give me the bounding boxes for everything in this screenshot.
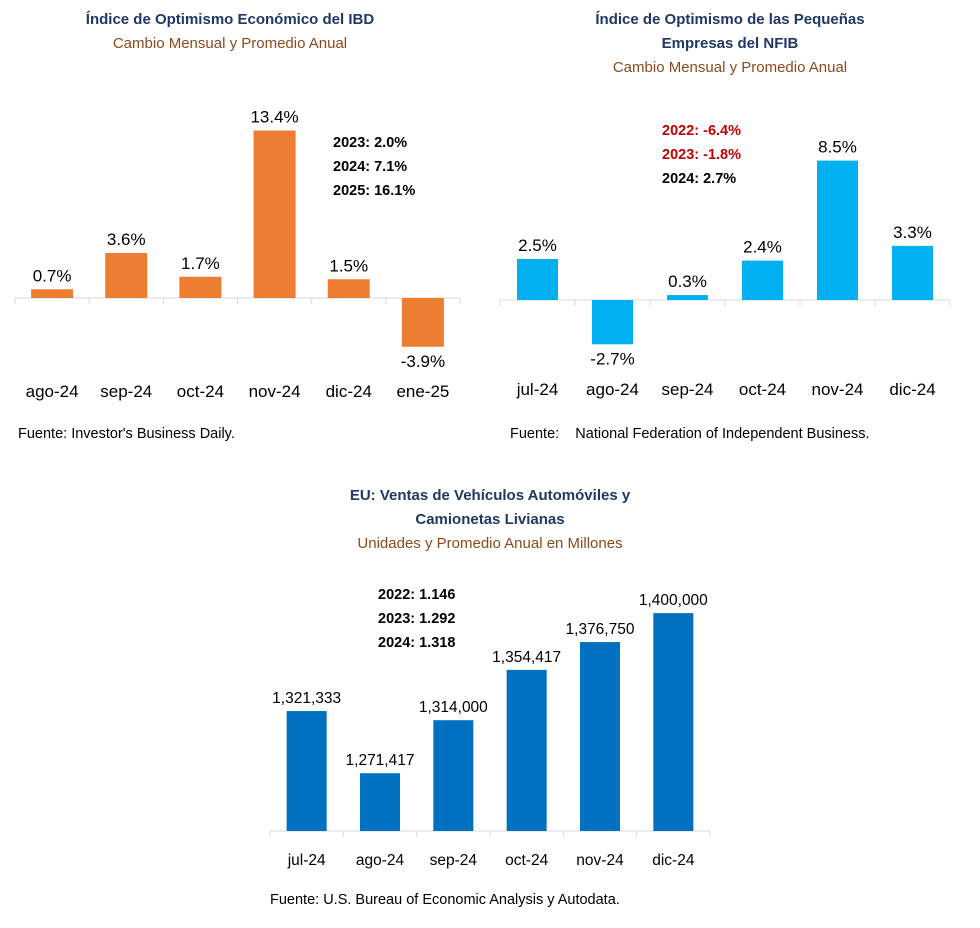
- nfib-category-label: nov-24: [812, 380, 864, 399]
- autos-bar-sep-24: [433, 720, 474, 831]
- chart-ibd-title: Índice de Optimismo Económico del IBD: [85, 11, 375, 28]
- ibd-category-label: dic-24: [326, 382, 372, 401]
- nfib-annual-average: 2024: 2.7%: [662, 171, 736, 187]
- nfib-bar-dic-24: [892, 245, 933, 300]
- nfib-annual-average: 2023: -1.8%: [662, 147, 741, 163]
- autos-bar-jul-24: [286, 711, 327, 831]
- autos-data-label: 1,354,417: [492, 649, 561, 666]
- ibd-data-label: 1.7%: [181, 254, 220, 273]
- ibd-bar-ene-25: [401, 298, 444, 347]
- nfib-category-label: oct-24: [739, 380, 786, 399]
- autos-category-label: dic-24: [652, 852, 695, 869]
- ibd-category-label: ene-25: [396, 382, 449, 401]
- nfib-category-label: dic-24: [889, 380, 935, 399]
- chart-autos-source: Fuente: U.S. Bureau of Economic Analysis…: [270, 892, 620, 908]
- nfib-bar-sep-24: [667, 295, 708, 300]
- nfib-category-label: jul-24: [516, 380, 559, 399]
- chart-ibd-subtitle: Cambio Mensual y Promedio Anual: [112, 35, 348, 52]
- ibd-annual-average: 2024: 7.1%: [333, 159, 407, 175]
- nfib-data-label: 3.3%: [893, 223, 932, 242]
- autos-category-label: jul-24: [287, 852, 326, 869]
- nfib-data-label: 8.5%: [818, 138, 857, 157]
- ibd-bar-nov-24: [253, 130, 296, 298]
- ibd-category-label: sep-24: [100, 382, 152, 401]
- autos-bar-ago-24: [360, 773, 400, 831]
- nfib-category-label: ago-24: [586, 380, 639, 399]
- autos-bar-oct-24: [506, 669, 547, 831]
- autos-category-label: oct-24: [505, 852, 548, 869]
- nfib-category-label: sep-24: [662, 380, 714, 399]
- nfib-bar-ago-24: [592, 300, 633, 345]
- ibd-bar-dic-24: [327, 279, 370, 298]
- autos-category-label: ago-24: [356, 852, 405, 869]
- autos-data-label: 1,321,333: [272, 690, 341, 707]
- ibd-data-label: 0.7%: [33, 266, 72, 285]
- chart-autos-title-line1: EU: Ventas de Vehículos Automóviles y: [349, 487, 631, 504]
- ibd-bar-sep-24: [105, 253, 148, 298]
- chart-nfib-plot: 2.5% jul-24 -2.7% ago-24 0.3% sep-24 2.4% oct-2…: [499, 123, 951, 399]
- autos-annual-average: 2024: 1.318: [378, 635, 455, 651]
- autos-category-label: sep-24: [430, 852, 478, 869]
- ibd-annual-average: 2023: 2.0%: [333, 135, 407, 151]
- autos-data-label: 1,271,417: [346, 752, 415, 769]
- ibd-annual-average: 2025: 16.1%: [333, 183, 415, 199]
- ibd-category-label: nov-24: [249, 382, 301, 401]
- autos-category-label: nov-24: [576, 852, 624, 869]
- ibd-category-label: ago-24: [26, 382, 79, 401]
- chart-nfib-subtitle: Cambio Mensual y Promedio Anual: [612, 59, 848, 76]
- autos-bar-nov-24: [580, 642, 620, 831]
- nfib-annual-average: 2022: -6.4%: [662, 123, 741, 139]
- chart-autos-title-line2: Camionetas Livianas: [415, 511, 565, 528]
- nfib-data-label: 2.4%: [743, 238, 782, 257]
- chart-autos-subtitle: Unidades y Promedio Anual en Millones: [357, 535, 623, 552]
- chart-nfib-source: Fuente: National Federation of Independe…: [510, 426, 870, 442]
- autos-data-label: 1,400,000: [639, 592, 708, 609]
- autos-data-label: 1,376,750: [566, 621, 635, 638]
- autos-annual-average: 2022: 1.146: [378, 587, 455, 603]
- chart-autos-plot: 1,321,333 jul-24 1,271,417 ago-24 1,314,000 s…: [269, 587, 711, 869]
- autos-data-label: 1,314,000: [419, 699, 488, 716]
- nfib-bar-nov-24: [817, 160, 858, 300]
- nfib-data-label: -2.7%: [590, 349, 634, 368]
- nfib-data-label: 2.5%: [518, 236, 557, 255]
- ibd-bar-oct-24: [179, 276, 222, 298]
- ibd-bar-ago-24: [31, 289, 74, 298]
- ibd-data-label: 13.4%: [250, 108, 298, 127]
- nfib-data-label: 0.3%: [668, 272, 707, 291]
- ibd-data-label: 3.6%: [107, 230, 146, 249]
- ibd-data-label: 1.5%: [329, 256, 368, 275]
- ibd-data-label: -3.9%: [401, 352, 445, 371]
- autos-annual-average: 2023: 1.292: [378, 611, 455, 627]
- autos-bar-dic-24: [653, 613, 694, 831]
- chart-nfib-title-line1: Índice de Optimismo de las Pequeñas: [595, 11, 865, 28]
- chart-ibd-plot: 0.7% ago-24 3.6% sep-24 1.7% oct-24 13.4% nov-2…: [14, 108, 461, 401]
- chart-ibd-source: Fuente: Investor's Business Daily.: [18, 426, 235, 442]
- nfib-bar-jul-24: [517, 259, 558, 300]
- chart-nfib-title-line2: Empresas del NFIB: [661, 35, 799, 52]
- ibd-category-label: oct-24: [177, 382, 224, 401]
- nfib-bar-oct-24: [742, 260, 783, 300]
